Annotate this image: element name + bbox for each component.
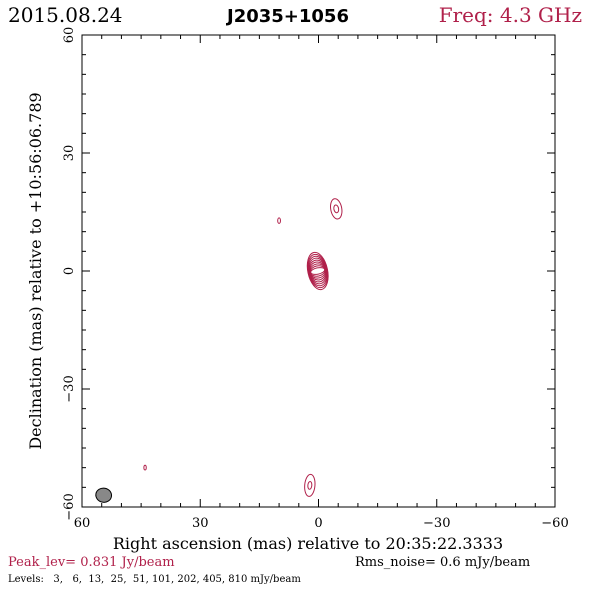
y-tick-label: 60 bbox=[62, 27, 77, 44]
x-tick-label: 60 bbox=[74, 516, 91, 531]
y-tick-labels: 60 30 0 −30 −60 bbox=[62, 27, 77, 521]
contour-south-blob bbox=[307, 480, 313, 490]
contour-group bbox=[143, 198, 343, 497]
contour-levels: Levels: 3, 6, 13, 25, 51, 101, 202, 405,… bbox=[8, 574, 301, 585]
rms-noise: Rms_noise= 0.6 mJy/beam bbox=[355, 555, 530, 570]
peak-level: Peak_lev= 0.831 Jy/beam bbox=[8, 555, 175, 570]
contour-core bbox=[306, 251, 329, 291]
y-tick-label: 30 bbox=[62, 145, 77, 162]
observation-date: 2015.08.24 bbox=[8, 3, 123, 27]
x-tick-label: 0 bbox=[314, 516, 322, 531]
plot-frame bbox=[81, 34, 556, 508]
frequency-label: Freq: 4.3 GHz bbox=[439, 3, 582, 27]
contour-spot-1 bbox=[277, 217, 281, 224]
beam-ellipse bbox=[95, 487, 113, 503]
y-tick-label: 0 bbox=[62, 267, 77, 275]
source-name: J2035+1056 bbox=[225, 6, 349, 27]
axis-ticks bbox=[81, 34, 556, 508]
x-tick-label: −30 bbox=[423, 516, 450, 531]
contour-north-jet-blob bbox=[333, 204, 340, 214]
x-tick-labels: 60 30 0 −30 −60 bbox=[74, 516, 569, 531]
contour-spot-2 bbox=[143, 464, 147, 471]
y-tick-label: −60 bbox=[62, 493, 77, 520]
y-axis-label: Declination (mas) relative to +10:56:06.… bbox=[26, 92, 45, 449]
contour-north-jet-blob bbox=[330, 198, 343, 220]
beam-ellipse-group bbox=[95, 487, 113, 503]
x-axis-label: Right ascension (mas) relative to 20:35:… bbox=[113, 534, 503, 553]
y-tick-label: −30 bbox=[62, 375, 77, 402]
contour-south-blob bbox=[304, 473, 316, 497]
x-tick-label: 30 bbox=[192, 516, 209, 531]
x-tick-label: −60 bbox=[541, 516, 568, 531]
